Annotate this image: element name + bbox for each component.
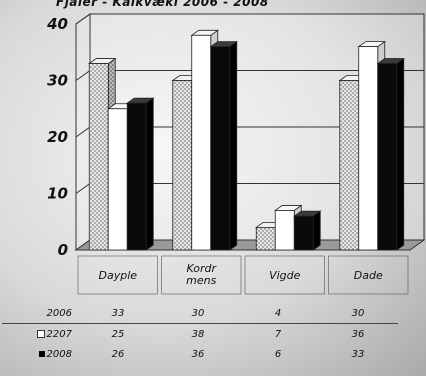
category-label: Dade [354, 269, 383, 282]
bar-side-2008-2 [312, 210, 321, 251]
bar-2006-1 [172, 80, 193, 251]
table-cell: 6 [274, 348, 282, 360]
table-row: 2207 25 38 7 36 [2, 324, 398, 345]
table-cell: 30 [318, 303, 398, 324]
table-cell: 36 [351, 328, 365, 340]
legend-entry: 2008 [2, 344, 78, 364]
bar-2207-3 [358, 46, 379, 251]
legend-swatch [38, 350, 45, 357]
category-label: Dayple [98, 269, 137, 282]
table-cell: 25 [111, 328, 125, 340]
bar-2207-0 [107, 108, 128, 251]
bar-2006-0 [88, 63, 109, 251]
y-tick-label: 20 [47, 128, 68, 146]
bar-side-2008-3 [396, 57, 405, 251]
table-row: 2008 26 36 6 33 [2, 344, 398, 364]
legend-swatch [38, 309, 45, 316]
legend-label: 2008 [46, 348, 72, 360]
category-label: mens [186, 274, 216, 287]
category-label: Vigde [269, 269, 301, 282]
y-tick-label: 40 [46, 15, 68, 33]
y-tick-label: 0 [58, 241, 68, 259]
gridline [75, 13, 424, 25]
table-row: 2006 33 30 4 30 [2, 303, 398, 324]
bar-side-2008-0 [145, 97, 154, 251]
bar-2006-2 [255, 226, 276, 251]
legend-label: 2006 [46, 307, 72, 319]
bar-2008-1 [210, 46, 231, 251]
bar-side-2008-1 [229, 40, 238, 251]
table-cell: 33 [351, 348, 365, 360]
category-cell [77, 255, 158, 295]
bar-2008-0 [126, 102, 147, 251]
legend-entry: 2006 [2, 303, 78, 324]
category-label: Kordr [186, 262, 217, 275]
bar-2207-1 [191, 34, 212, 251]
y-tick-label: 10 [47, 185, 68, 203]
bar-2008-3 [377, 63, 398, 251]
legend-entry: 2207 [2, 324, 78, 345]
category-cell [161, 255, 242, 295]
category-cell [328, 255, 409, 295]
table-cell: 30 [158, 303, 238, 324]
table-cell: 36 [191, 348, 205, 360]
bar-2207-2 [274, 210, 295, 251]
legend-label: 2207 [46, 328, 72, 340]
table-cell: 33 [78, 303, 158, 324]
table-cell: 38 [191, 328, 205, 340]
table-cell: 7 [274, 328, 282, 340]
table-cell: 26 [111, 348, 125, 360]
y-tick-label: 30 [47, 72, 68, 90]
chart-title: Fjaler - Kalkvæki 2006 - 2008 [56, 0, 269, 9]
bar-2006-3 [339, 80, 360, 251]
table-cell: 4 [238, 303, 318, 324]
bar-2008-2 [293, 215, 314, 251]
data-table: 2006 33 30 4 30 2207 25 38 7 36 2008 26 36 6 33 [2, 303, 398, 364]
legend-swatch [36, 329, 45, 338]
category-cell [244, 255, 325, 295]
